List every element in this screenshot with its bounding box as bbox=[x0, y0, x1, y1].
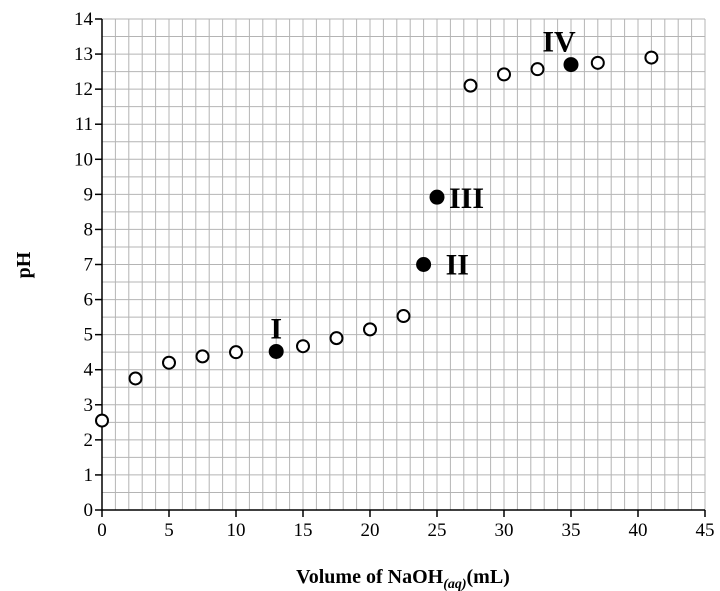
y-axis-title: pH bbox=[13, 251, 35, 278]
x-axis-title-subscript: (aq) bbox=[443, 577, 466, 591]
x-tick-label: 20 bbox=[361, 520, 380, 541]
x-tick-label: 40 bbox=[629, 520, 648, 541]
y-tick-label: 12 bbox=[74, 79, 93, 100]
y-tick-label: 8 bbox=[84, 219, 94, 240]
point-label-ii: II bbox=[446, 249, 469, 282]
open-data-point bbox=[162, 355, 176, 370]
x-tick-label: 15 bbox=[294, 520, 313, 541]
filled-data-point bbox=[268, 343, 284, 359]
open-data-point bbox=[530, 62, 545, 77]
y-tick-label: 13 bbox=[74, 44, 93, 65]
open-data-point bbox=[128, 371, 143, 386]
open-data-point bbox=[590, 55, 605, 70]
y-tick-label: 3 bbox=[84, 395, 94, 416]
point-label-i: I bbox=[270, 312, 282, 345]
filled-data-point bbox=[429, 189, 445, 205]
open-data-point bbox=[229, 345, 243, 360]
point-label-iii: III bbox=[449, 182, 484, 215]
point-label-iv: IV bbox=[542, 26, 576, 59]
x-tick-label: 10 bbox=[227, 520, 246, 541]
open-data-point bbox=[195, 349, 210, 364]
data-points bbox=[95, 50, 659, 428]
y-tick-label: 1 bbox=[84, 465, 94, 486]
y-tick-label: 2 bbox=[84, 430, 94, 451]
y-tick-label: 6 bbox=[84, 290, 94, 311]
filled-data-point bbox=[416, 257, 432, 272]
x-tick-label: 0 bbox=[97, 520, 107, 541]
open-data-point bbox=[95, 413, 109, 428]
open-data-point bbox=[497, 67, 511, 82]
y-tick-label: 10 bbox=[74, 149, 93, 170]
x-tick-label: 30 bbox=[495, 520, 514, 541]
grid bbox=[101, 18, 706, 511]
y-tick-label: 7 bbox=[84, 255, 94, 276]
open-data-point bbox=[463, 78, 478, 93]
x-tick-label: 25 bbox=[428, 520, 447, 541]
x-tick-label: 5 bbox=[164, 520, 174, 541]
open-data-point bbox=[329, 331, 344, 346]
filled-data-point bbox=[563, 57, 579, 73]
x-axis-title: Volume of NaOH(aq)(mL) bbox=[296, 566, 510, 591]
axes bbox=[95, 18, 706, 517]
open-data-point bbox=[363, 322, 377, 337]
y-tick-label: 5 bbox=[84, 325, 94, 346]
x-tick-label: 35 bbox=[562, 520, 581, 541]
y-tick-label: 14 bbox=[74, 9, 94, 30]
y-tick-label: 0 bbox=[84, 500, 94, 521]
x-axis-title-unit: (mL) bbox=[467, 566, 510, 588]
x-tick-labels: 0 5 10 15 20 25 30 35 40 45 bbox=[97, 520, 714, 541]
open-data-point bbox=[396, 309, 411, 324]
y-tick-label: 9 bbox=[84, 184, 94, 205]
x-tick-label: 45 bbox=[696, 520, 715, 541]
open-data-point bbox=[644, 50, 659, 65]
open-data-point bbox=[296, 339, 310, 354]
y-tick-label: 4 bbox=[84, 360, 94, 381]
y-tick-label: 11 bbox=[75, 114, 93, 135]
x-axis-title-main: Volume of NaOH bbox=[296, 566, 443, 588]
